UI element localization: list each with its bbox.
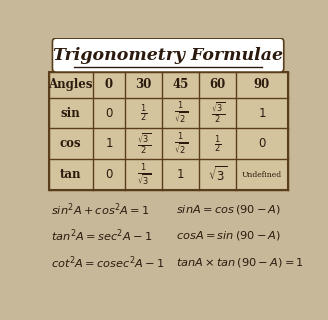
Text: Undefined: Undefined [242,171,282,179]
Text: $0$: $0$ [257,137,266,150]
Bar [49,72,288,190]
Text: $tanA \times tan\,(90 - A) = 1$: $tanA \times tan\,(90 - A) = 1$ [176,256,304,269]
Text: 0: 0 [105,78,113,91]
Text: $1$: $1$ [258,107,266,120]
Text: $sinA = cos\,(90 - A)$: $sinA = cos\,(90 - A)$ [176,203,281,216]
Text: $1$: $1$ [105,137,113,150]
FancyBboxPatch shape [52,38,284,72]
Text: 60: 60 [210,78,226,91]
Text: 90: 90 [254,78,270,91]
Text: cos: cos [60,137,82,150]
Text: $1$: $1$ [176,168,185,181]
Text: $sin^2A + cos^2A = 1$: $sin^2A + cos^2A = 1$ [51,201,150,218]
Text: $cosA = sin\,(90 - A)$: $cosA = sin\,(90 - A)$ [176,229,281,242]
Text: Trigonometry Formulae: Trigonometry Formulae [53,47,283,64]
Text: $\frac{1}{2}$: $\frac{1}{2}$ [214,133,221,155]
Text: $0$: $0$ [105,107,113,120]
Text: $tan^2A = sec^2A - 1$: $tan^2A = sec^2A - 1$ [51,227,152,244]
Text: $cot^2A = cosec^2A - 1$: $cot^2A = cosec^2A - 1$ [51,254,165,271]
Text: $\sqrt{3}$: $\sqrt{3}$ [208,165,227,184]
Text: sin: sin [61,107,81,120]
Text: $\frac{1}{\sqrt{3}}$: $\frac{1}{\sqrt{3}}$ [136,162,151,187]
Text: $0$: $0$ [105,168,113,181]
Text: $\frac{\sqrt{3}}{2}$: $\frac{\sqrt{3}}{2}$ [211,101,225,125]
Text: $\frac{\sqrt{3}}{2}$: $\frac{\sqrt{3}}{2}$ [136,132,151,156]
Text: $\frac{1}{2}$: $\frac{1}{2}$ [140,102,147,124]
Text: tan: tan [60,168,81,181]
Text: Angles: Angles [49,78,93,91]
Text: $\frac{1}{\sqrt{2}}$: $\frac{1}{\sqrt{2}}$ [174,101,188,125]
Text: $\frac{1}{\sqrt{2}}$: $\frac{1}{\sqrt{2}}$ [174,132,188,156]
Text: 45: 45 [173,78,189,91]
Text: 30: 30 [135,78,152,91]
